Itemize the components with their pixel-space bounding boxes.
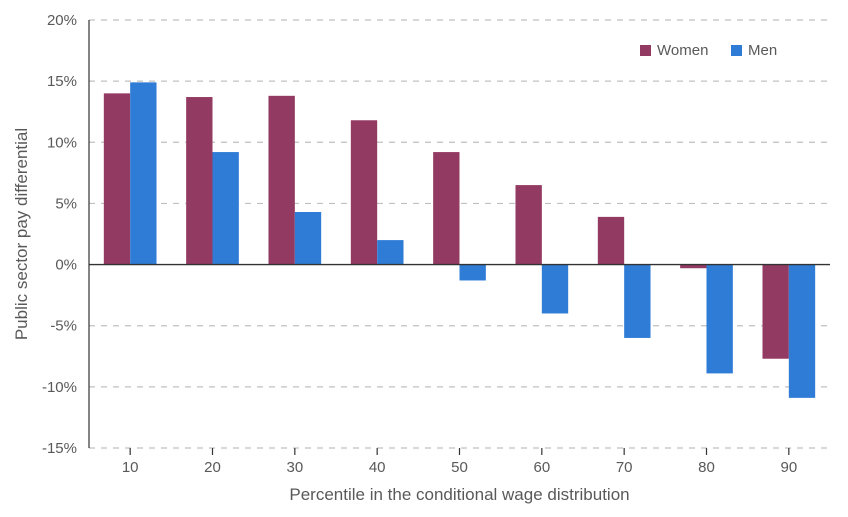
bar-men	[542, 265, 568, 314]
bar-men	[295, 212, 321, 265]
bar-women	[598, 217, 624, 265]
x-tick-label: 70	[616, 459, 633, 476]
bar-men	[624, 265, 650, 338]
y-tick-label: 0%	[55, 257, 77, 274]
legend-label: Men	[748, 42, 777, 59]
bar-men	[130, 82, 156, 264]
y-tick-label: -5%	[50, 318, 77, 335]
bar-men	[213, 152, 239, 265]
x-tick-label: 40	[369, 459, 386, 476]
y-tick-label: -15%	[42, 440, 77, 457]
bar-men	[460, 265, 486, 281]
bar-women	[268, 96, 294, 265]
y-tick-label: 10%	[47, 134, 77, 151]
y-axis-title: Public sector pay differential	[12, 128, 31, 340]
bar-women	[351, 120, 377, 264]
x-axis-title: Percentile in the conditional wage distr…	[289, 485, 629, 504]
x-tick-label: 30	[286, 459, 303, 476]
y-tick-label: 5%	[55, 195, 77, 212]
x-tick-label: 90	[780, 459, 797, 476]
legend-label: Women	[657, 42, 708, 59]
y-tick-label: 15%	[47, 73, 77, 90]
x-tick-label: 20	[204, 459, 221, 476]
x-tick-label: 60	[533, 459, 550, 476]
bar-women	[433, 152, 459, 265]
bar-men	[707, 265, 733, 374]
y-tick-label: -10%	[42, 379, 77, 396]
x-tick-label: 10	[122, 459, 139, 476]
y-tick-label: 20%	[47, 12, 77, 29]
bar-men	[789, 265, 815, 398]
x-tick-label: 80	[698, 459, 715, 476]
bar-women	[762, 265, 788, 359]
x-tick-label: 50	[451, 459, 468, 476]
bar-men	[377, 240, 403, 264]
bar-women	[186, 97, 212, 265]
pay-differential-bar-chart: -15% -10% -5% 0% 5% 10% 15% 20% 10 20 30 40 50 60 70 80…	[0, 0, 848, 512]
legend-swatch	[731, 45, 742, 56]
legend-swatch	[640, 45, 651, 56]
bar-women	[104, 93, 130, 264]
bar-women	[515, 185, 541, 264]
chart-container: -15% -10% -5% 0% 5% 10% 15% 20% 10 20 30 40 50 60 70 80…	[0, 0, 848, 512]
